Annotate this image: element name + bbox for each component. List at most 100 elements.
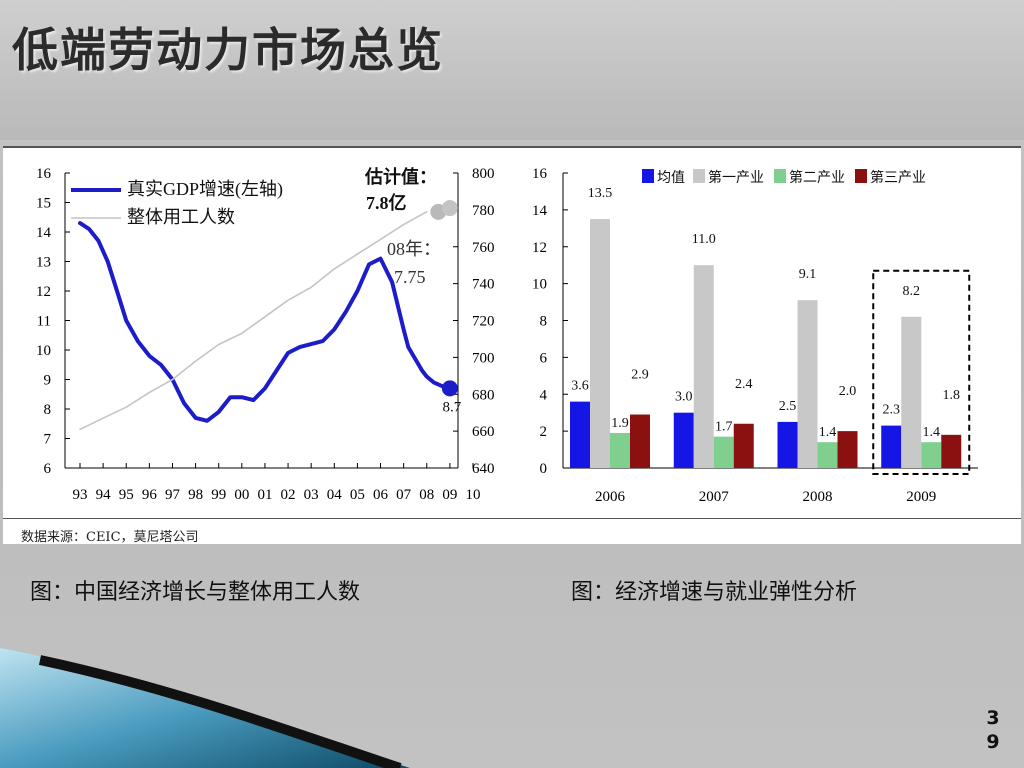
- bar-data-label: 11.0: [692, 232, 716, 247]
- legend-label: 真实GDP增速(左轴): [127, 179, 283, 200]
- bar-data-label: 13.5: [588, 186, 613, 201]
- bar-2007-均值: [673, 412, 694, 468]
- bar-2009-第三产业: [941, 434, 962, 468]
- bar-category-label: 2008: [803, 489, 833, 505]
- x-tick-label: 99: [211, 487, 226, 503]
- figure-panel: 6 7 8 9 10 11 12 13 14 15 16 640 660 680 700 720 740 760 7…: [3, 146, 1021, 545]
- bar-y-tick-label: 6: [540, 350, 548, 366]
- right-y-tick-label: 760: [472, 240, 495, 256]
- x-tick-label: 94: [96, 487, 112, 503]
- x-tick-label: 98: [188, 487, 203, 503]
- bar-y-tick-label: 0: [540, 461, 548, 477]
- bar-data-label: 3.6: [571, 379, 589, 394]
- gdp-employment-line-chart: 6 7 8 9 10 11 12 13 14 15 16 640 660 680 700 720 740 760 7…: [36, 166, 495, 503]
- x-tick-label: 10: [466, 487, 481, 503]
- annotation-gdp-2009-value: 8.7: [443, 399, 462, 415]
- bar-2007-第三产业: [733, 423, 754, 468]
- bar-2006-第三产业: [630, 414, 650, 468]
- bar-legend-swatch: [855, 169, 867, 183]
- x-tick-label: 03: [304, 487, 319, 503]
- bar-legend-swatch: [693, 169, 705, 183]
- bar-2007-第二产业: [713, 436, 734, 468]
- bar-data-label: 1.7: [715, 420, 733, 435]
- left-figure-caption: 图：中国经济增长与整体用工人数: [30, 580, 361, 605]
- x-tick-label: 07: [396, 487, 412, 503]
- bar-2009-第一产业: [901, 316, 922, 468]
- bar-data-label: 2.5: [779, 399, 797, 414]
- gdp-growth-line: [78, 221, 452, 423]
- left-y-tick-label: 13: [36, 255, 51, 271]
- decorative-swoosh: [0, 648, 410, 768]
- x-tick-label: 97: [165, 487, 181, 503]
- legend-label: 整体用工人数: [127, 207, 235, 227]
- x-tick-label: 93: [73, 487, 88, 503]
- x-tick-label: 06: [373, 487, 389, 503]
- bar-legend-label: 均值: [657, 170, 685, 186]
- right-y-tick-label: 680: [472, 387, 495, 403]
- bar-legend-swatch: [642, 169, 654, 183]
- left-y-tick-label: 7: [44, 432, 52, 448]
- bar-data-label: 1.4: [819, 425, 837, 440]
- bar-category-label: 2006: [595, 489, 626, 505]
- bar-2008-第三产业: [837, 431, 858, 468]
- gdp-2009-point: [441, 380, 458, 397]
- x-tick-label: 00: [234, 487, 249, 503]
- line-chart-labels: 6 7 8 9 10 11 12 13 14 15 16 640 660 680 700 720 740 760 7…: [36, 166, 495, 503]
- bar-2006-第二产业: [610, 432, 630, 468]
- x-tick-label: 04: [327, 487, 343, 503]
- bar-category-label: 2007: [699, 489, 730, 505]
- line-chart-series: [78, 210, 452, 431]
- bar-data-label: 2.0: [839, 384, 857, 399]
- bar-2006-第一产业: [590, 219, 610, 468]
- bar-data-label: 2.9: [631, 368, 649, 383]
- x-tick-label: 08: [419, 487, 434, 503]
- bar-chart-labels: 0 2 4 6 8 10 12 14 16 3.6 13.5 1.9 2.9 2006 3.0 11.0 1.7…: [532, 166, 971, 505]
- bar-2009-均值: [881, 425, 902, 468]
- x-tick-label: 95: [119, 487, 134, 503]
- right-y-tick-label: 700: [472, 350, 495, 366]
- bar-2009-第二产业: [921, 442, 942, 468]
- bar-2008-第二产业: [817, 442, 838, 468]
- left-y-tick-label: 15: [36, 196, 51, 212]
- bar-legend-label: 第三产业: [870, 169, 926, 186]
- employment-elasticity-bar-chart: 0 2 4 6 8 10 12 14 16 3.6 13.5 1.9 2.9 2006 3.0 11.0 1.7…: [532, 166, 978, 505]
- left-y-tick-label: 6: [44, 461, 52, 477]
- bar-data-label: 1.4: [923, 425, 941, 440]
- x-tick-label: 96: [142, 487, 158, 503]
- right-y-tick-label: 720: [472, 314, 495, 330]
- source-separator-rule: [3, 518, 1021, 519]
- left-y-tick-label: 12: [36, 284, 51, 300]
- left-y-tick-label: 16: [36, 166, 52, 182]
- right-y-tick-label: 780: [472, 203, 495, 219]
- x-tick-label: 02: [281, 487, 296, 503]
- bar-data-label: 2.3: [883, 403, 901, 418]
- bar-2007-第一产业: [693, 265, 714, 468]
- bar-y-tick-label: 4: [540, 387, 548, 403]
- bar-y-tick-label: 10: [532, 277, 547, 293]
- annotation-08-label: 08年：: [387, 239, 441, 259]
- bar-y-tick-label: 2: [540, 424, 548, 440]
- bar-data-label: 2.4: [735, 377, 753, 392]
- x-tick-label: 01: [257, 487, 272, 503]
- employment-line: [79, 210, 428, 431]
- right-y-tick-label: 800: [472, 166, 495, 182]
- bar-legend-label: 第一产业: [708, 169, 764, 186]
- bar-2008-均值: [777, 421, 798, 468]
- bar-y-tick-label: 8: [540, 314, 548, 330]
- annotation-estimate-value: 7.8亿: [366, 192, 407, 213]
- bar-data-label: 8.2: [903, 284, 921, 299]
- x-tick-label: 09: [442, 487, 457, 503]
- bar-data-label: 1.8: [943, 388, 961, 403]
- bar-data-label: 1.9: [611, 416, 629, 431]
- left-y-tick-label: 8: [44, 402, 52, 418]
- bar-y-tick-label: 12: [532, 240, 547, 256]
- bar-chart-bars: [570, 219, 962, 468]
- bar-data-label: 3.0: [675, 390, 693, 405]
- bar-y-tick-label: 14: [532, 203, 548, 219]
- title-band: [0, 0, 1024, 140]
- x-tick-label: 05: [350, 487, 365, 503]
- bar-data-label: 9.1: [799, 267, 817, 282]
- right-y-tick-label: 740: [472, 277, 495, 293]
- left-y-tick-label: 14: [36, 225, 52, 241]
